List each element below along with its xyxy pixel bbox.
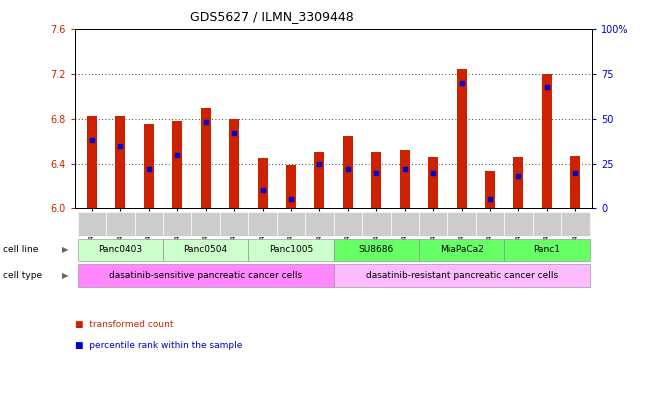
Text: SU8686: SU8686 [359, 246, 394, 254]
Bar [542, 74, 552, 208]
Bar [343, 136, 353, 208]
Bar [400, 150, 409, 208]
Text: Panc1: Panc1 [533, 246, 561, 254]
Text: dasatinib-resistant pancreatic cancer cells: dasatinib-resistant pancreatic cancer ce… [366, 271, 558, 280]
Bar [258, 158, 268, 208]
Bar [286, 165, 296, 208]
Bar [428, 157, 438, 208]
Bar [314, 152, 324, 208]
Text: ▶: ▶ [62, 271, 68, 280]
Text: Panc0504: Panc0504 [184, 246, 228, 254]
Text: MiaPaCa2: MiaPaCa2 [439, 246, 484, 254]
Bar [87, 116, 97, 208]
Text: ▶: ▶ [62, 246, 68, 254]
Bar [115, 116, 126, 208]
Text: cell type: cell type [3, 271, 42, 280]
Bar [229, 119, 239, 208]
Text: Panc0403: Panc0403 [98, 246, 143, 254]
Text: Panc1005: Panc1005 [269, 246, 313, 254]
Text: ■  percentile rank within the sample: ■ percentile rank within the sample [75, 342, 242, 350]
Bar [570, 156, 580, 208]
Bar [514, 157, 523, 208]
Bar [144, 125, 154, 208]
Text: GDS5627 / ILMN_3309448: GDS5627 / ILMN_3309448 [189, 10, 353, 23]
Text: ■  transformed count: ■ transformed count [75, 320, 173, 329]
Bar [456, 69, 467, 208]
Text: cell line: cell line [3, 246, 38, 254]
Bar [371, 152, 381, 208]
Bar [173, 121, 182, 208]
Text: dasatinib-sensitive pancreatic cancer cells: dasatinib-sensitive pancreatic cancer ce… [109, 271, 302, 280]
Bar [201, 108, 211, 208]
Bar [485, 171, 495, 208]
